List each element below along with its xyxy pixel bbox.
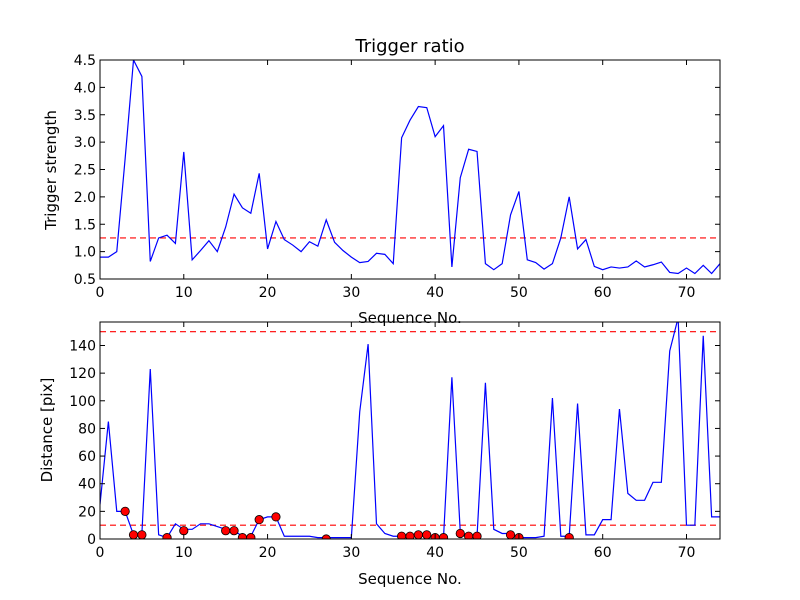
top-chart-xtick-label-2: 20 — [259, 285, 277, 301]
top-chart-title: Trigger ratio — [354, 36, 464, 57]
bottom-chart-marker-6 — [229, 526, 239, 536]
bottom-chart-xtick-label-2: 20 — [259, 545, 277, 561]
bottom-chart-ytick-label-6: 120 — [69, 366, 96, 382]
bottom-chart-ylabel: Distance [pix] — [38, 378, 56, 483]
bottom-chart-marker-4 — [179, 526, 189, 536]
top-chart-series-line-0 — [100, 60, 720, 275]
bottom-chart-marker-23 — [564, 533, 574, 539]
bottom-chart-marker-21 — [505, 530, 516, 539]
bottom-chart-marker-5 — [221, 526, 231, 536]
bottom-chart-marker-1 — [128, 530, 139, 539]
bottom-chart-xtick-label-3: 30 — [342, 545, 360, 561]
bottom-chart-marker-2 — [137, 530, 147, 539]
bottom-chart-xtick-label-4: 40 — [426, 545, 444, 561]
top-chart-ytick-label-5: 3.0 — [74, 135, 96, 151]
top-chart-series-area — [100, 60, 720, 275]
bottom-chart-marker-10 — [271, 512, 281, 522]
bottom-chart-marker-20 — [472, 531, 482, 539]
bottom-chart-ytick-label-5: 100 — [69, 394, 96, 410]
bottom-chart-ytick-label-0: 0 — [87, 532, 96, 548]
top-chart-xtick-label-6: 60 — [594, 285, 612, 301]
bottom-plot-area: 0 10 20 30 40 50 60 70 0 20 40 60 80 100 120 140 — [69, 321, 721, 561]
bottom-chart-frame — [99, 321, 721, 540]
bottom-chart-ytick-label-4: 80 — [78, 421, 96, 437]
top-chart-ytick-label-4: 2.5 — [74, 163, 96, 179]
top-chart-ytick-label-3: 2.0 — [74, 190, 96, 206]
bottom-chart-marker-18 — [455, 528, 465, 539]
bottom-chart: 0 10 20 30 40 50 60 70 0 20 40 60 80 100 120 140 Sequen… — [38, 321, 721, 588]
top-chart-xtick-label-7: 70 — [678, 285, 696, 301]
top-chart-ytick-label-0: 0.5 — [74, 272, 96, 288]
top-chart-ytick-label-7: 4.0 — [74, 80, 96, 96]
top-chart-ytick-label-1: 1.0 — [74, 245, 96, 261]
top-chart-xtick-label-0: 0 — [96, 285, 105, 301]
top-chart-ylabel: Trigger strength — [42, 110, 60, 231]
bottom-chart-ytick-label-3: 60 — [78, 449, 96, 465]
bottom-chart-ytick-label-1: 20 — [78, 504, 96, 520]
bottom-chart-marker-9 — [254, 515, 264, 525]
top-chart-ytick-label-2: 1.5 — [74, 217, 96, 233]
bottom-chart-xtick-label-6: 60 — [594, 545, 612, 561]
bottom-chart-xtick-label-7: 70 — [678, 545, 696, 561]
bottom-chart-marker-15 — [422, 530, 432, 539]
bottom-chart-marker-3 — [162, 533, 172, 539]
top-chart-ytick-label-8: 4.5 — [74, 53, 96, 69]
top-chart-xlabel: Sequence No. — [358, 309, 462, 327]
bottom-chart-ytick-label-2: 40 — [78, 477, 96, 493]
top-chart-xtick-label-3: 30 — [342, 285, 360, 301]
top-chart-xtick-label-1: 10 — [175, 285, 193, 301]
bottom-chart-ytick-label-7: 140 — [69, 338, 96, 354]
bottom-chart-xlabel: Sequence No. — [358, 570, 462, 588]
bottom-chart-xtick-label-5: 50 — [510, 545, 528, 561]
bottom-chart-marker-14 — [413, 530, 423, 539]
bottom-chart-marker-17 — [438, 533, 449, 539]
bottom-chart-xtick-label-0: 0 — [96, 545, 105, 561]
top-chart-xtick-label-4: 40 — [426, 285, 444, 301]
top-chart-xtick-label-5: 50 — [510, 285, 528, 301]
bottom-chart-marker-8 — [246, 533, 256, 539]
top-chart-ytick-label-6: 3.5 — [74, 108, 96, 124]
bottom-chart-xtick-label-1: 10 — [175, 545, 193, 561]
bottom-chart-marker-0 — [120, 506, 130, 516]
top-plot-area: 0 10 20 30 40 50 60 70 0.5 1.0 1.5 2.0 2.5 3.0 3.5 4.0 4… — [74, 53, 721, 301]
